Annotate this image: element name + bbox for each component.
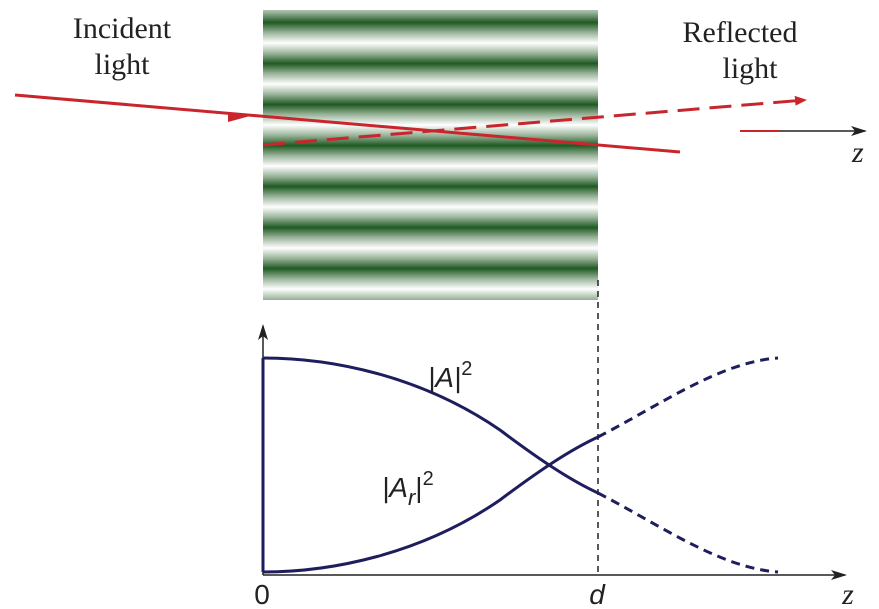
incident-label: Incident	[73, 12, 172, 45]
label-tail: |	[415, 472, 422, 503]
curve-ar-label: |Ar|2	[382, 468, 434, 510]
origin-label: 0	[254, 579, 270, 609]
plot-axis-label: z	[841, 578, 854, 609]
grating	[263, 10, 598, 300]
reflected-label: light	[722, 52, 778, 85]
d-label: d	[589, 579, 606, 609]
reflected-label: Reflected	[683, 16, 798, 49]
label-sup: 2	[461, 358, 472, 380]
diagram: Incident light Reflected light z |A|2 |A…	[0, 0, 879, 609]
top-axis-label: z	[851, 136, 864, 169]
curve-ar-extension	[598, 358, 778, 437]
curve-ar	[263, 437, 598, 572]
curve-a-label: |A|2	[428, 358, 472, 393]
label-sup: 2	[423, 468, 434, 490]
label-base: |A|	[428, 362, 461, 393]
curve-a-extension	[598, 493, 778, 572]
label-base: |A	[382, 472, 408, 503]
incident-label: light	[94, 48, 150, 81]
